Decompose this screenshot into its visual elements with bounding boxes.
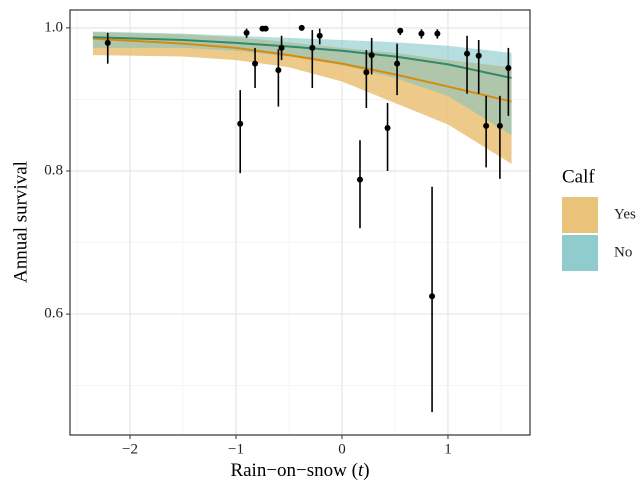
- point: [298, 24, 305, 31]
- point: [483, 122, 490, 129]
- point: [275, 67, 282, 74]
- x-axis-label-part: t: [358, 460, 364, 481]
- point: [104, 39, 111, 46]
- point: [434, 30, 441, 37]
- x-tick-label: −1: [228, 441, 244, 457]
- point: [397, 27, 404, 34]
- legend-key: [562, 235, 598, 271]
- legend-label: No: [614, 244, 632, 260]
- point: [475, 52, 482, 59]
- legend-title: Calf: [562, 166, 595, 187]
- x-axis-label-part: ): [363, 460, 369, 481]
- point: [252, 60, 259, 67]
- point: [262, 25, 269, 32]
- plot-border: [69, 9, 531, 436]
- y-tick-label: 0.8: [44, 162, 63, 178]
- point: [363, 69, 370, 76]
- x-tick-label: 0: [338, 441, 346, 457]
- legend-label: Yes: [614, 206, 636, 222]
- fit-line: [92, 37, 512, 103]
- point: [278, 44, 285, 51]
- y-tick-label: 1.0: [44, 19, 63, 35]
- point: [505, 64, 512, 71]
- point: [368, 52, 375, 59]
- legend-key: [562, 197, 598, 233]
- point: [429, 293, 436, 300]
- fit-line: [92, 36, 512, 79]
- x-axis-label-part: Rain−on−snow (: [230, 460, 358, 481]
- y-tick-label: 0.6: [44, 306, 63, 322]
- x-axis-label: Rain−on−snow (t): [230, 460, 369, 481]
- point: [316, 32, 323, 39]
- point: [496, 122, 503, 129]
- x-tick-label: 1: [444, 441, 452, 457]
- point: [243, 29, 250, 36]
- point: [309, 44, 316, 51]
- x-tick-label: −2: [122, 441, 138, 457]
- point: [356, 176, 363, 183]
- y-axis-label: Annual survival: [10, 161, 31, 283]
- point: [384, 125, 391, 132]
- point: [418, 30, 425, 37]
- point: [464, 50, 471, 57]
- point: [237, 120, 244, 127]
- point: [394, 60, 401, 67]
